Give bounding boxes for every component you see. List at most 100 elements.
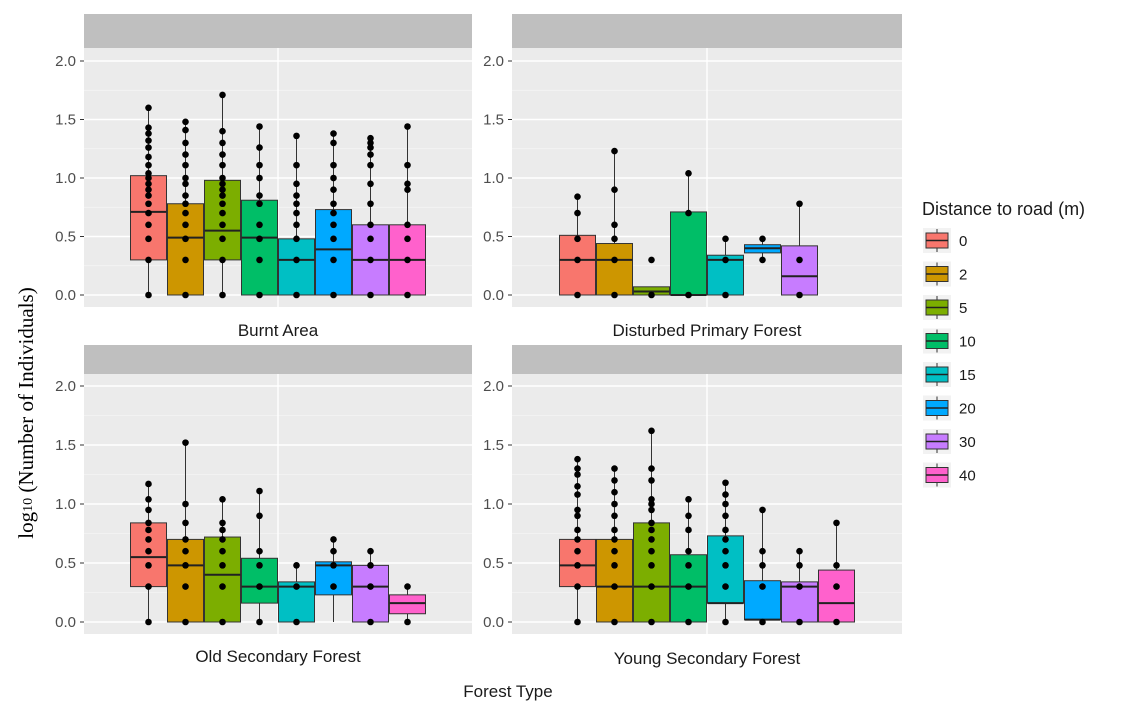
data-point bbox=[145, 104, 152, 112]
data-point bbox=[611, 291, 618, 299]
y-tick-label: 0.5 bbox=[55, 555, 76, 572]
data-point bbox=[685, 291, 692, 299]
box-30 bbox=[352, 547, 389, 626]
data-point bbox=[611, 547, 618, 555]
data-point bbox=[145, 161, 152, 169]
box-40 bbox=[818, 519, 855, 626]
data-point bbox=[219, 209, 226, 217]
box-10 bbox=[241, 123, 278, 299]
data-point bbox=[648, 477, 655, 484]
data-point bbox=[759, 506, 766, 514]
box-10 bbox=[670, 170, 707, 299]
data-point bbox=[145, 144, 152, 151]
box-30 bbox=[352, 134, 389, 299]
data-point bbox=[219, 583, 226, 590]
data-point bbox=[611, 147, 618, 155]
data-point bbox=[367, 256, 374, 264]
data-point bbox=[219, 180, 226, 188]
data-point bbox=[219, 192, 226, 199]
data-point bbox=[330, 221, 337, 229]
data-point bbox=[367, 583, 374, 590]
data-point bbox=[182, 200, 189, 208]
data-point bbox=[722, 536, 729, 543]
data-point bbox=[145, 180, 152, 188]
box-2 bbox=[167, 439, 204, 626]
data-point bbox=[145, 256, 152, 264]
data-point bbox=[182, 126, 189, 134]
box-2 bbox=[596, 465, 633, 626]
data-point bbox=[219, 200, 226, 208]
data-point bbox=[648, 618, 655, 626]
data-point bbox=[145, 186, 152, 193]
data-point bbox=[574, 209, 581, 217]
data-point bbox=[256, 583, 263, 590]
data-point bbox=[833, 519, 840, 527]
data-point bbox=[685, 547, 692, 555]
facet-title: Old Secondary Forest bbox=[195, 647, 361, 666]
data-point bbox=[611, 477, 618, 484]
data-point bbox=[219, 186, 226, 193]
data-point bbox=[145, 170, 152, 177]
data-point bbox=[796, 583, 803, 590]
data-point bbox=[330, 583, 337, 590]
data-point bbox=[182, 139, 189, 147]
facet-panel: 0.0 0.5 1.0 1.5 2.0 Old Secondary Forest bbox=[55, 345, 472, 666]
data-point bbox=[145, 547, 152, 555]
data-point bbox=[796, 256, 803, 264]
data-point bbox=[182, 192, 189, 199]
box-iqr bbox=[278, 238, 315, 296]
legend-item-20: 20 bbox=[923, 395, 976, 421]
box-5 bbox=[204, 91, 241, 299]
data-point bbox=[145, 221, 152, 229]
data-point bbox=[182, 118, 189, 126]
data-point bbox=[722, 562, 729, 569]
data-point bbox=[574, 291, 581, 299]
facet-strip bbox=[512, 345, 902, 374]
data-point bbox=[611, 488, 618, 496]
data-point bbox=[611, 186, 618, 193]
data-point bbox=[685, 618, 692, 626]
facet-panel: 0.0 0.5 1.0 1.5 2.0 Disturbed Primary Forest bbox=[483, 14, 902, 340]
y-tick-label: 2.0 bbox=[55, 378, 76, 395]
data-point bbox=[796, 618, 803, 626]
legend-item-15: 15 bbox=[923, 362, 976, 387]
box-10 bbox=[241, 487, 278, 626]
facet-strip bbox=[512, 14, 902, 48]
data-point bbox=[833, 562, 840, 569]
box-0 bbox=[559, 193, 596, 299]
legend-label: 15 bbox=[959, 367, 976, 384]
data-point bbox=[574, 547, 581, 555]
facet-panel: 0.0 0.5 1.0 1.5 2.0 Burnt Area bbox=[55, 14, 472, 340]
data-point bbox=[685, 512, 692, 520]
y-axis-title-base: log bbox=[14, 511, 38, 538]
legend-label: 5 bbox=[959, 300, 967, 317]
data-point bbox=[256, 123, 263, 130]
y-axis-title-rest: (Number of Individuals) bbox=[14, 287, 38, 498]
data-point bbox=[256, 221, 263, 229]
data-point bbox=[404, 291, 411, 299]
legend-label: 10 bbox=[959, 334, 976, 351]
data-point bbox=[182, 618, 189, 626]
data-point bbox=[219, 151, 226, 158]
data-point bbox=[367, 139, 374, 147]
data-point bbox=[182, 161, 189, 169]
data-point bbox=[182, 151, 189, 158]
box-iqr bbox=[559, 234, 596, 296]
data-point bbox=[330, 536, 337, 543]
data-point bbox=[330, 291, 337, 299]
data-point bbox=[182, 256, 189, 264]
y-tick-label: 0.5 bbox=[483, 229, 504, 246]
data-point bbox=[145, 480, 152, 488]
data-point bbox=[574, 491, 581, 498]
data-point bbox=[685, 170, 692, 177]
box-5 bbox=[204, 495, 241, 626]
legend-item-5: 5 bbox=[923, 295, 967, 320]
data-point bbox=[574, 562, 581, 569]
data-point bbox=[367, 144, 374, 151]
legend-title: Distance to road (m) bbox=[922, 199, 1085, 219]
data-point bbox=[145, 192, 152, 199]
data-point bbox=[182, 583, 189, 590]
data-point bbox=[648, 291, 655, 299]
box-iqr bbox=[130, 522, 167, 588]
data-point bbox=[145, 562, 152, 569]
